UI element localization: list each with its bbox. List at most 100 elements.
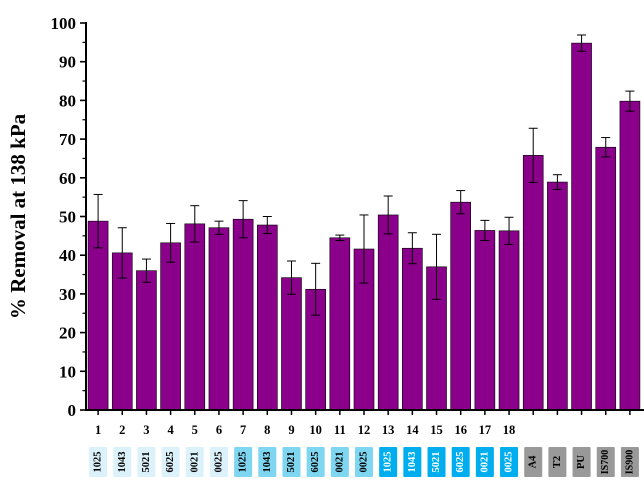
error-bar-3 bbox=[141, 258, 151, 283]
error-bar-12 bbox=[359, 214, 369, 284]
bar-20 bbox=[547, 181, 568, 411]
x-tick-label: 6 bbox=[216, 423, 222, 437]
material-tag-label: 5021 bbox=[431, 452, 442, 473]
y-axis-label: % Removal at 138 kPa bbox=[6, 113, 30, 319]
material-tag-box bbox=[451, 447, 470, 477]
y-tick-label: 70 bbox=[59, 130, 76, 149]
x-tick-label: 14 bbox=[406, 423, 419, 437]
bar-14 bbox=[402, 247, 423, 411]
error-bar-14 bbox=[407, 232, 417, 265]
x-tick-label: 16 bbox=[454, 423, 467, 437]
material-tag-label: T2 bbox=[552, 456, 563, 468]
material-tag-label: 5021 bbox=[286, 452, 297, 473]
bar-1 bbox=[87, 220, 109, 411]
y-tick-label: 20 bbox=[59, 324, 76, 343]
material-tag-box bbox=[185, 447, 204, 477]
x-tick-label: 8 bbox=[264, 423, 270, 437]
axes: 1 2 3 4 5 6 7 8 9 10 11 12 13 14 15 16 17 180102030405060… bbox=[51, 14, 644, 437]
material-tag-box bbox=[330, 447, 349, 477]
error-bar-13 bbox=[383, 195, 393, 235]
error-bar-21 bbox=[577, 34, 587, 52]
material-tag-label: IS900 bbox=[624, 450, 635, 474]
bar-16 bbox=[450, 201, 471, 411]
material-tag-label: 0025 bbox=[213, 452, 224, 473]
material-tag-label: 1025 bbox=[383, 452, 394, 473]
x-tick-label: 17 bbox=[479, 423, 492, 437]
x-tick-label: 12 bbox=[358, 423, 371, 437]
material-tag-box bbox=[137, 447, 156, 477]
error-bar-2 bbox=[117, 227, 127, 279]
error-bar-22 bbox=[601, 137, 611, 158]
material-tag-box bbox=[355, 447, 373, 477]
bar-5 bbox=[184, 223, 206, 411]
error-bar-23 bbox=[625, 90, 635, 112]
bar-13 bbox=[377, 214, 399, 411]
bar-4 bbox=[160, 242, 181, 411]
error-bar-17 bbox=[480, 219, 490, 241]
error-bar-15 bbox=[432, 233, 442, 300]
x-tick-label: 9 bbox=[288, 423, 294, 437]
x-tick-label: 15 bbox=[430, 423, 443, 437]
bar-6 bbox=[208, 227, 230, 411]
bar-21 bbox=[571, 42, 592, 411]
material-tag-label: IS700 bbox=[600, 450, 611, 474]
bar-11 bbox=[329, 237, 351, 411]
x-tick-label: 13 bbox=[382, 423, 395, 437]
y-tick-label: 60 bbox=[59, 169, 76, 188]
material-tag-label: 6025 bbox=[165, 452, 176, 473]
material-tag-label: 1043 bbox=[117, 452, 128, 473]
material-tag-label: PU bbox=[576, 455, 587, 469]
error-bar-7 bbox=[238, 200, 248, 239]
x-tick-label: 10 bbox=[309, 423, 322, 437]
bar-19 bbox=[522, 155, 544, 411]
bars-layer bbox=[87, 34, 641, 411]
material-tag-label: 6025 bbox=[455, 452, 466, 473]
error-bar-6 bbox=[214, 220, 224, 235]
x-tick-label: 3 bbox=[143, 423, 149, 437]
bar-17 bbox=[474, 230, 496, 411]
y-tick-label: 40 bbox=[59, 246, 76, 265]
error-bar-16 bbox=[456, 190, 466, 215]
material-tag-label: 0025 bbox=[359, 452, 370, 473]
y-tick-label: 50 bbox=[59, 208, 76, 227]
error-bar-8 bbox=[262, 216, 272, 235]
y-tick-label: 100 bbox=[51, 14, 77, 33]
x-tick-label: 11 bbox=[334, 423, 346, 437]
material-tag-box bbox=[89, 447, 108, 477]
material-tag-box bbox=[475, 447, 494, 477]
y-tick-label: 0 bbox=[68, 401, 77, 420]
x-tick-label: 2 bbox=[119, 423, 125, 437]
bar-3 bbox=[136, 270, 157, 411]
error-bar-5 bbox=[190, 205, 200, 243]
error-bar-4 bbox=[166, 222, 176, 263]
material-tag-label: A4 bbox=[528, 455, 539, 469]
bar-22 bbox=[595, 146, 617, 411]
error-bar-19 bbox=[528, 127, 538, 183]
x-tick-label: 4 bbox=[167, 423, 174, 437]
material-tag-box bbox=[403, 447, 422, 477]
error-bar-18 bbox=[504, 216, 514, 245]
material-tag-box bbox=[524, 447, 543, 477]
material-tag-box bbox=[113, 447, 132, 477]
error-bar-11 bbox=[335, 234, 345, 241]
material-tag-label: 1043 bbox=[262, 452, 273, 473]
material-tag-box bbox=[282, 447, 301, 477]
material-tag-box bbox=[161, 447, 180, 477]
material-tag-label: 1025 bbox=[93, 452, 104, 473]
error-bar-1 bbox=[93, 193, 103, 249]
material-tag-box bbox=[427, 447, 446, 477]
y-tick-label: 90 bbox=[59, 53, 76, 72]
material-tag-box bbox=[379, 447, 398, 477]
error-bar-9 bbox=[286, 260, 296, 295]
material-tag-label: 0025 bbox=[504, 451, 515, 472]
x-tick-label: 7 bbox=[240, 423, 246, 437]
y-tick-label: 80 bbox=[59, 91, 76, 110]
error-bar-20 bbox=[552, 174, 562, 190]
material-tag-label: 6025 bbox=[310, 452, 321, 473]
material-tag-box bbox=[209, 447, 228, 477]
material-tag-box bbox=[234, 447, 253, 477]
bar-23 bbox=[619, 100, 641, 411]
y-tick-label: 30 bbox=[59, 285, 76, 304]
error-bar-10 bbox=[311, 262, 321, 316]
